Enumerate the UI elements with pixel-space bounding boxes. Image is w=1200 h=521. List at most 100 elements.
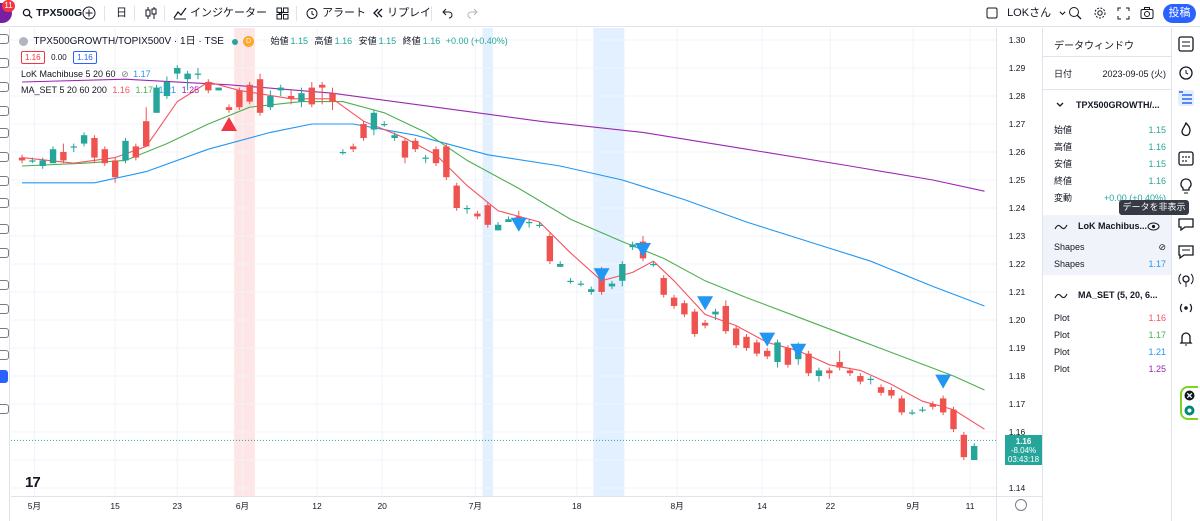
undo-button[interactable] [441, 4, 453, 23]
candle-body [919, 409, 926, 411]
ideas-icon[interactable] [1176, 176, 1196, 196]
trash-tool-icon[interactable] [0, 404, 9, 414]
hotlist-icon[interactable] [1176, 120, 1196, 140]
change-value: +0.00 (+0.40%) [445, 36, 508, 46]
row-value: 1.17 [1148, 330, 1166, 340]
toolbar-divider [164, 6, 165, 21]
pattern-tool-icon[interactable] [0, 106, 9, 116]
last-price-tag: 1.16 -8.04% 03:43:18 [1005, 435, 1042, 465]
ruler-tool-icon[interactable] [0, 224, 9, 234]
x-tick-label: 11 [966, 501, 975, 511]
compare-button[interactable] [82, 4, 96, 23]
gear-icon [1094, 7, 1106, 19]
forecast-tool-icon[interactable] [0, 128, 9, 138]
eye-icon[interactable] [1147, 221, 1160, 232]
widget-panel[interactable] [1180, 386, 1198, 420]
text-tool-icon[interactable] [0, 176, 9, 186]
chart-type-button[interactable] [144, 4, 158, 23]
sell-signal-triangle [697, 296, 714, 311]
layout-button[interactable] [276, 4, 289, 23]
ma200-line [21, 78, 985, 192]
lock-tool-icon[interactable] [0, 304, 9, 314]
quick-search-button[interactable] [1068, 4, 1082, 23]
candle-body [701, 322, 709, 326]
chart-legend-main: TPX500GROWTH/TOPIX500V · 1日 · TSE D 始値 1.… [19, 32, 508, 48]
layout-name-button[interactable]: LOKさん [986, 4, 1067, 23]
row-value: ⊘ [1158, 242, 1166, 252]
x-tick-label: 14 [757, 501, 767, 511]
candle-body [463, 208, 471, 210]
axis-settings-button[interactable] [1015, 499, 1027, 511]
indicator2-legend[interactable]: MA_SET 5 20 60 200 1.16 1.17 1.21 1.25 [21, 85, 199, 95]
indicator2-name: MA_SET 5 20 60 200 [21, 85, 107, 95]
y-tick-label: 1.16 [1009, 427, 1026, 437]
y-tick-label: 1.14 [1009, 483, 1026, 493]
candle-body [91, 138, 98, 158]
watchlist-tool-icon[interactable] [0, 350, 9, 360]
notifications-bell-icon[interactable] [1176, 328, 1196, 348]
chat-icon[interactable] [1176, 214, 1196, 234]
crosshair-tool-icon[interactable] [0, 34, 9, 44]
publish-button[interactable]: 投稿 [1163, 4, 1196, 23]
settings-button[interactable] [1093, 4, 1107, 23]
candle-body [267, 96, 274, 108]
chart-title: TPX500GROWTH/TOPIX500V · 1日 · TSE [33, 36, 224, 47]
row-value: 1.17 [1148, 259, 1166, 269]
active-tool-icon[interactable] [0, 370, 8, 383]
y-tick-label: 1.19 [1009, 343, 1026, 353]
ma20-line [21, 101, 985, 391]
candles-icon [145, 7, 157, 20]
hide-tool-icon[interactable] [0, 328, 9, 338]
price-chart[interactable]: 1.30 1.29 1.28 1.27 1.26 1.25 1.24 1.23 1.22 1.21… [11, 28, 1042, 521]
tradingview-logo[interactable]: 17 [25, 474, 41, 491]
candle-body [174, 68, 181, 74]
messages-icon[interactable] [1176, 242, 1196, 262]
indicators-button[interactable]: インジケーター [173, 4, 285, 23]
extension-icon[interactable] [1184, 405, 1195, 416]
redo-button[interactable] [467, 4, 479, 23]
candle-body [370, 112, 378, 130]
streams-icon[interactable] [1176, 270, 1196, 290]
candle-body [101, 149, 108, 164]
candle-body [505, 219, 512, 222]
alert-button[interactable]: アラート [305, 4, 366, 23]
magnet-tool-icon[interactable] [0, 280, 9, 290]
trendline-tool-icon[interactable] [0, 58, 9, 68]
ma5-line [21, 81, 985, 430]
candle-body [401, 140, 409, 158]
candle-body [132, 146, 140, 158]
bid-box[interactable]: 1.16 [21, 51, 45, 64]
sell-signal-triangle [935, 374, 952, 389]
fib-tool-icon[interactable] [0, 82, 9, 92]
open-label: 始値 [270, 36, 289, 46]
candle-body [318, 84, 326, 88]
zoom-tool-icon[interactable] [0, 248, 9, 258]
candle-body [163, 82, 171, 96]
fullscreen-button[interactable] [1117, 4, 1130, 23]
shapes-tool-icon[interactable] [0, 152, 9, 162]
interval-button[interactable]: 日 [116, 7, 127, 19]
indicator1-legend[interactable]: LoK Machibuse 5 20 60 ⊘ 1.17 [21, 69, 151, 80]
emoji-tool-icon[interactable] [0, 198, 9, 208]
close-circle-icon[interactable] [1184, 390, 1195, 401]
collapse-chevron-icon[interactable] [1055, 100, 1065, 110]
broadcast-icon[interactable] [1176, 298, 1196, 318]
snapshot-button[interactable] [1140, 4, 1154, 23]
candle-body [308, 87, 315, 105]
replay-button[interactable]: リプレイ [372, 4, 431, 23]
chart-canvas[interactable]: 1.30 1.29 1.28 1.27 1.26 1.25 1.24 1.23 1.22 1.21… [11, 28, 1042, 521]
sell-signal-triangle [635, 243, 651, 257]
symbol-search-button[interactable]: TPX500G [22, 4, 82, 23]
x-tick-label: 9月 [907, 501, 920, 511]
data-window-icon[interactable] [1176, 88, 1196, 108]
alarm-icon[interactable] [1176, 62, 1196, 82]
candle-body [225, 107, 233, 110]
ask-box[interactable]: 1.16 [73, 51, 97, 64]
watchlist-icon[interactable] [1176, 34, 1196, 54]
indicator1-section[interactable] [1043, 215, 1172, 275]
low-label: 安値 [358, 36, 377, 46]
calendar-icon[interactable] [1176, 148, 1196, 168]
date-value: 2023-09-05 (火) [1102, 69, 1166, 79]
indicators-label: インジケーター [190, 7, 268, 19]
row-label: 安値 [1054, 159, 1073, 169]
